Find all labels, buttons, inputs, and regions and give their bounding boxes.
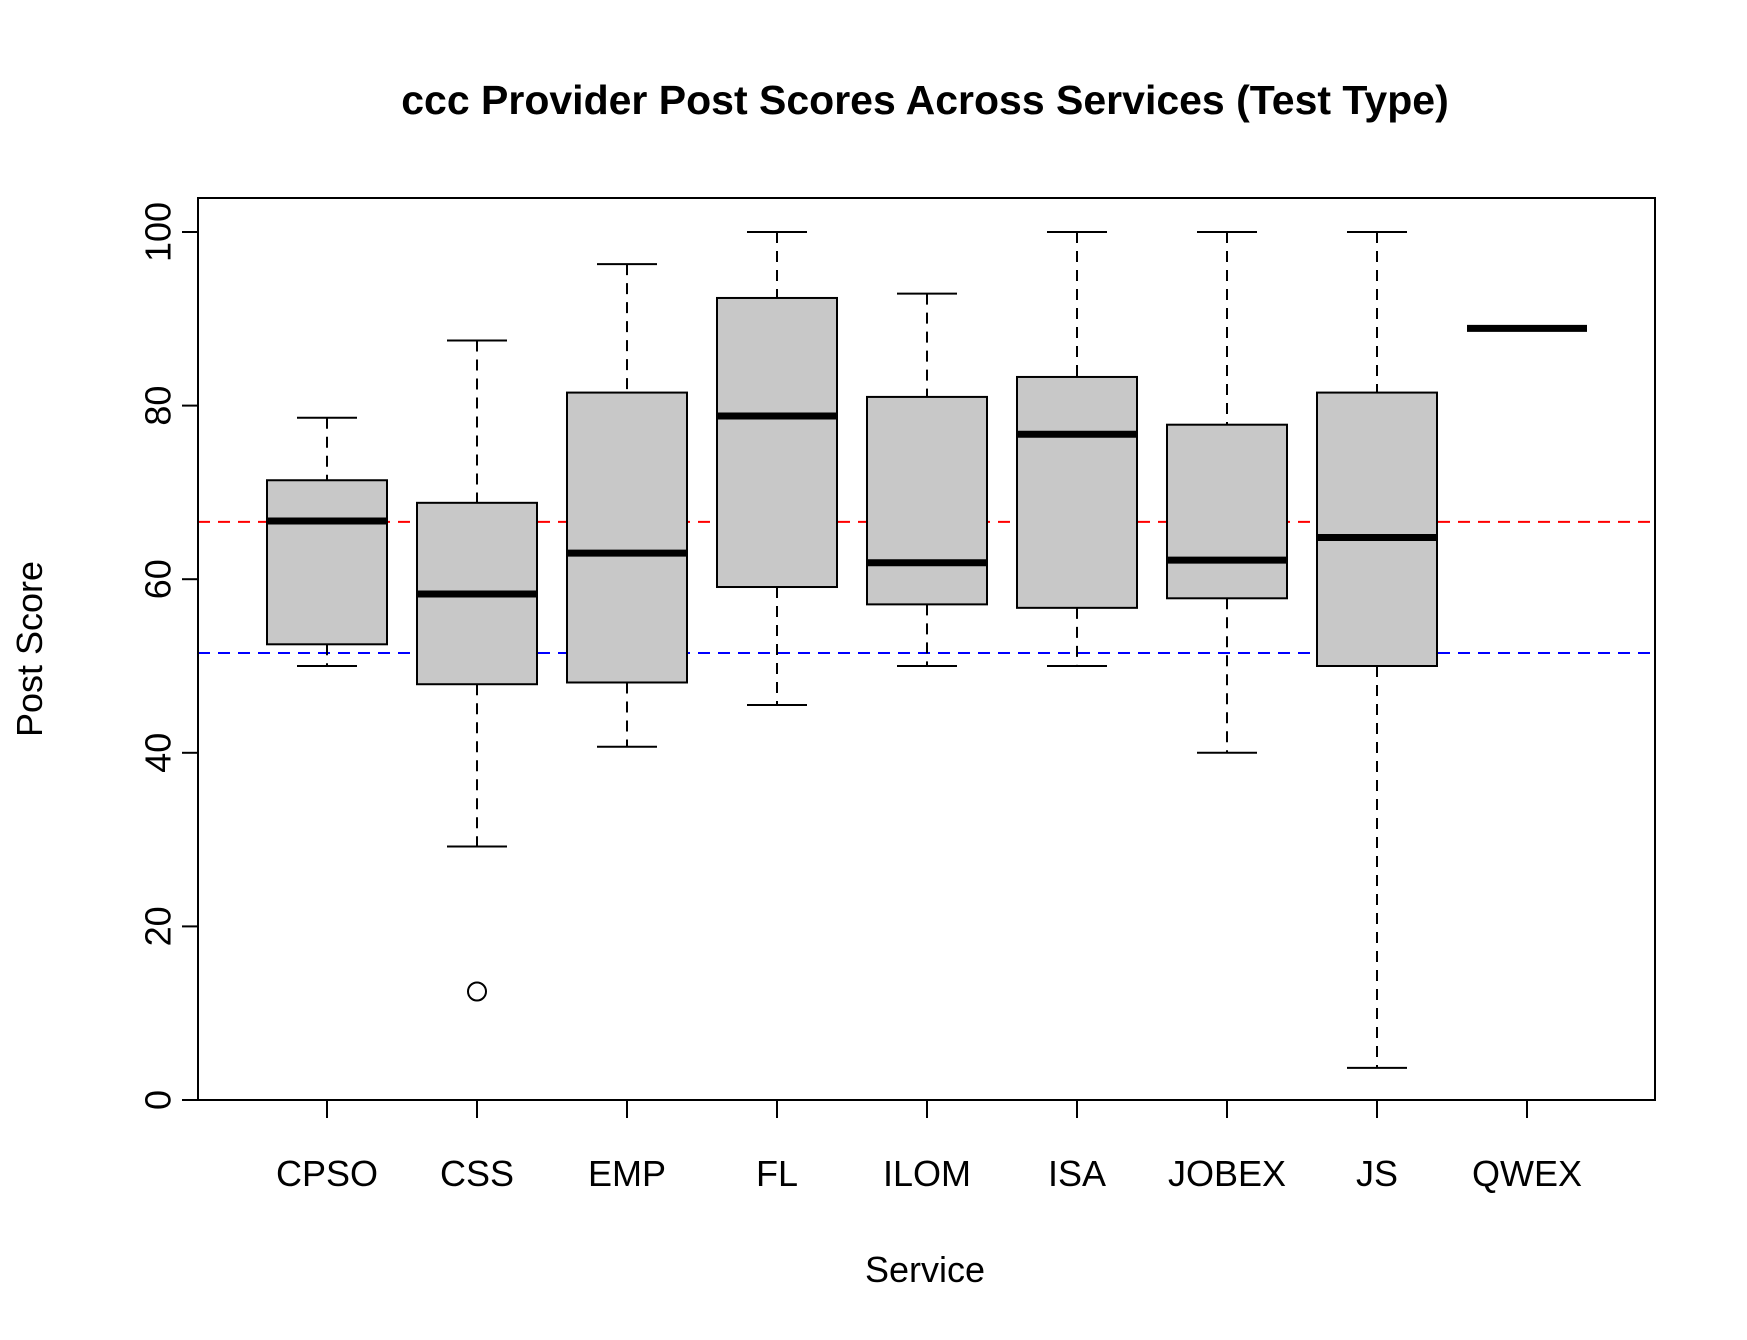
iqr-box	[266, 479, 388, 646]
y-axis: 0 20 40 60 80 100	[138, 202, 199, 1110]
box-js	[1316, 231, 1438, 1069]
x-tick-label: ISA	[1048, 1153, 1106, 1194]
iqr-box	[716, 296, 838, 589]
x-tick-label: FL	[756, 1153, 798, 1194]
chart-title: ccc Provider Post Scores Across Services…	[401, 77, 1449, 123]
x-axis: CPSO CSS EMP FL ILOM ISA JOBEX JS QWEX	[276, 1099, 1582, 1194]
box-ilom	[866, 292, 988, 667]
x-tick-label: JS	[1356, 1153, 1398, 1194]
box-fl	[716, 231, 838, 707]
iqr-box	[1166, 423, 1288, 600]
x-tick-label: EMP	[588, 1153, 666, 1194]
box-cpso	[266, 416, 388, 667]
x-tick-label: QWEX	[1472, 1153, 1582, 1194]
iqr-box	[866, 395, 988, 606]
x-tick-label: CSS	[440, 1153, 514, 1194]
y-tick-label: 80	[138, 386, 179, 426]
y-tick-label: 40	[138, 733, 179, 773]
boxes	[266, 231, 1587, 1069]
y-tick-label: 60	[138, 559, 179, 599]
box-css	[416, 339, 538, 1002]
outlier-point	[467, 981, 487, 1002]
y-axis-label: Post Score	[9, 561, 50, 737]
x-tick-label: ILOM	[883, 1153, 971, 1194]
box-isa	[1016, 231, 1138, 667]
iqr-box	[1316, 391, 1438, 667]
x-tick-label: CPSO	[276, 1153, 378, 1194]
iqr-box	[1016, 375, 1138, 609]
x-axis-label: Service	[865, 1249, 985, 1290]
iqr-box	[566, 391, 688, 684]
x-tick-label: JOBEX	[1168, 1153, 1286, 1194]
box-emp	[566, 263, 688, 748]
y-tick-label: 100	[138, 202, 179, 262]
y-tick-label: 20	[138, 906, 179, 946]
y-tick-label: 0	[138, 1090, 179, 1110]
box-jobex	[1166, 231, 1288, 754]
